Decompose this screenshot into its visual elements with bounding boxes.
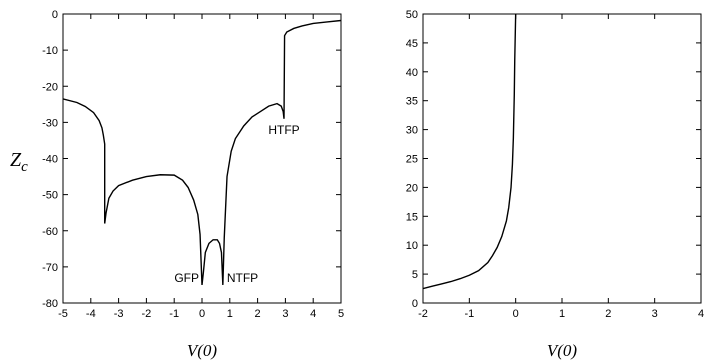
plot-frame <box>422 13 702 304</box>
y-tick-label: -60 <box>42 226 58 238</box>
x-tick-label: -5 <box>58 308 68 320</box>
series-line-0 <box>423 14 517 290</box>
chart-left: -5 -4 -3 -2 -1 0 1 2 3 4 50-10-20-30-40-50-60-70-8… <box>10 9 344 360</box>
y-tick-label: 15 <box>406 211 418 223</box>
annotation-htfp: HTFP <box>268 123 299 137</box>
y-tick-label: -40 <box>42 154 58 166</box>
y-tick-label: -70 <box>42 262 58 274</box>
x-axis-label: V(0) <box>547 341 578 360</box>
x-tick-label: -2 <box>142 308 152 320</box>
y-tick-label: 40 <box>406 67 418 79</box>
y-tick-label: 35 <box>406 96 418 108</box>
x-tick-label: 4 <box>698 308 704 320</box>
y-tick-label: -10 <box>42 45 58 57</box>
y-tick-label: 45 <box>406 38 418 50</box>
x-tick-label: 1 <box>227 308 233 320</box>
y-tick-label: -80 <box>42 298 58 310</box>
x-tick-label: -1 <box>169 308 179 320</box>
y-tick-label: -50 <box>42 190 58 202</box>
x-tick-label: -4 <box>86 308 96 320</box>
x-axis-label: V(0) <box>187 341 218 360</box>
x-tick-label: -2 <box>418 308 428 320</box>
annotation-gfp: GFP <box>174 271 199 285</box>
y-tick-label: 5 <box>412 269 418 281</box>
x-tick-label: -3 <box>114 308 124 320</box>
x-tick-label: 0 <box>513 308 519 320</box>
x-tick-label: 4 <box>310 308 316 320</box>
x-tick-label: 2 <box>605 308 611 320</box>
y-tick-label: 0 <box>52 9 58 21</box>
x-tick-label: 0 <box>199 308 205 320</box>
y-tick-label: -20 <box>42 81 58 93</box>
x-tick-label: -1 <box>464 308 474 320</box>
x-tick-label: 3 <box>282 308 288 320</box>
series-line-0 <box>63 19 341 286</box>
y-tick-label: 30 <box>406 125 418 137</box>
y-tick-label: 50 <box>406 9 418 21</box>
x-tick-label: 5 <box>338 308 344 320</box>
y-tick-label: -30 <box>42 117 58 129</box>
y-tick-label: 0 <box>412 298 418 310</box>
x-tick-label: 1 <box>559 308 565 320</box>
y-tick-label: 20 <box>406 182 418 194</box>
annotation-ntfp: NTFP <box>227 271 258 285</box>
x-tick-label: 3 <box>652 308 658 320</box>
y-tick-label: 10 <box>406 240 418 252</box>
y-axis-label: Zc <box>10 149 28 175</box>
x-tick-label: 2 <box>255 308 261 320</box>
y-tick-label: 25 <box>406 154 418 166</box>
